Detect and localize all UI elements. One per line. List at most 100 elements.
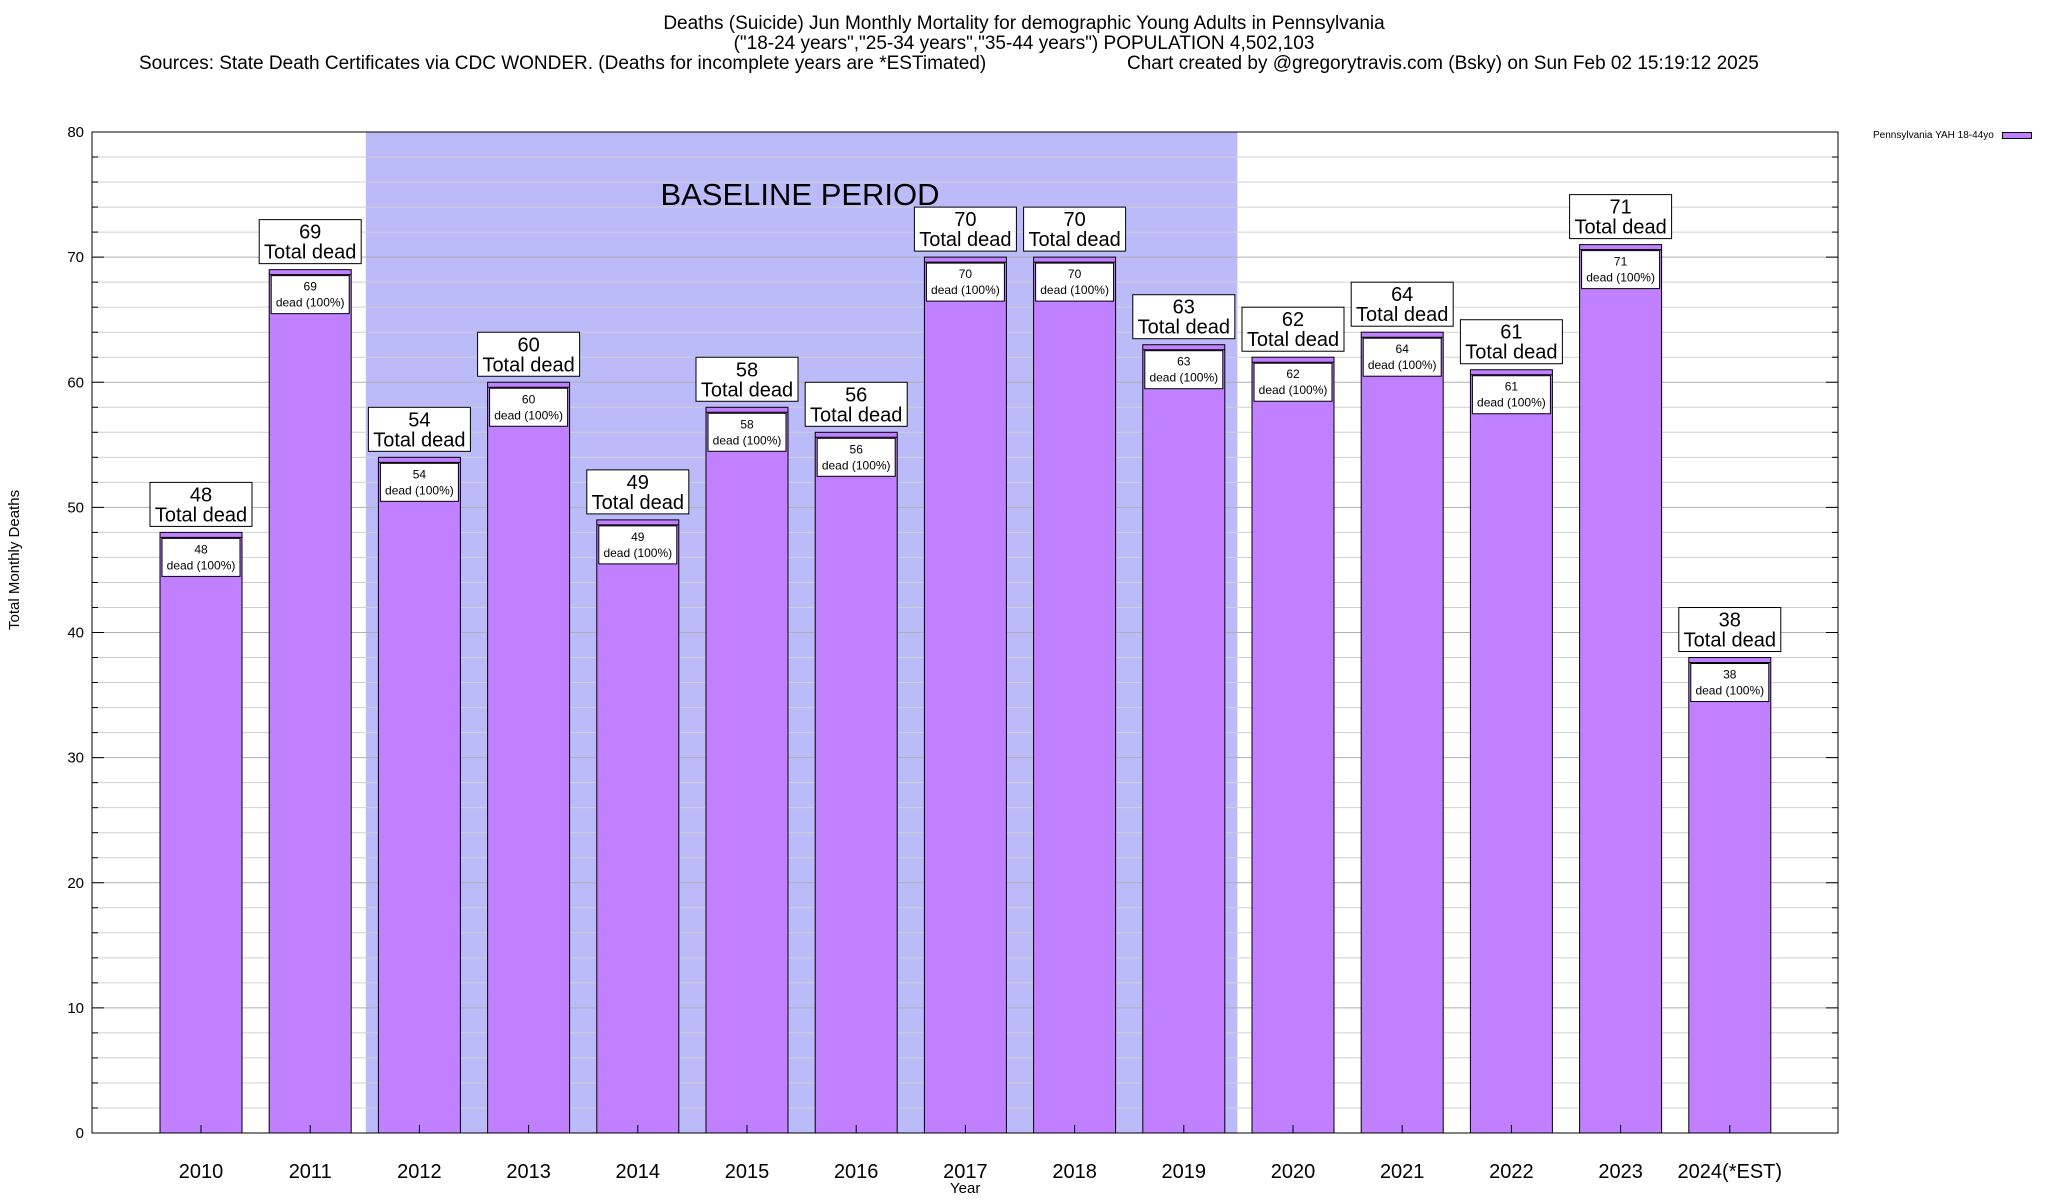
bar-total-label: Total dead [1465, 342, 1557, 364]
y-tick-label: 60 [67, 374, 84, 391]
bar-total-value: 70 [954, 209, 976, 231]
y-tick-label: 70 [67, 249, 84, 266]
y-tick-label: 40 [67, 625, 84, 642]
bar-inner-label: dead (100%) [713, 433, 782, 447]
y-tick-label: 50 [67, 499, 84, 516]
bar [1142, 344, 1226, 1134]
bar-total-label: Total dead [155, 504, 247, 526]
bar-inner-label-box [598, 525, 678, 565]
bar-total-value: 58 [736, 359, 758, 381]
bar-total-label: Total dead [1356, 304, 1448, 326]
bar [596, 519, 680, 1134]
bar-total-label: Total dead [482, 354, 574, 376]
bar-inner-label: dead (100%) [1149, 371, 1218, 385]
bar [159, 531, 243, 1134]
bar-total-label-box [149, 481, 253, 527]
bar-inner-value: 64 [1396, 342, 1410, 356]
bar-inner-value: 61 [1505, 380, 1519, 394]
bar-total-value: 60 [517, 334, 539, 356]
bar-inner-label-box [1253, 362, 1333, 402]
legend-swatch [2001, 132, 2032, 139]
bar-total-value: 49 [627, 472, 649, 494]
bar-inner-label: dead (100%) [276, 296, 345, 310]
bar-total-value: 63 [1173, 297, 1195, 319]
bar-total-label-box [804, 381, 908, 427]
bar [705, 406, 789, 1134]
x-tick-label: 2017 [943, 1161, 988, 1183]
bar-inner-value: 38 [1723, 668, 1737, 682]
bar-total-label-box [1350, 281, 1454, 327]
bar [1251, 356, 1335, 1134]
bar-total-value: 69 [299, 222, 321, 244]
bar-total-value: 38 [1719, 610, 1741, 632]
bar-inner-label-box [270, 275, 350, 315]
bar-total-label-box [1678, 607, 1782, 653]
chart-title: Deaths (Suicide) Jun Monthly Mortality f… [663, 13, 1385, 34]
x-tick-label: 2016 [834, 1161, 879, 1183]
x-tick-label: 2023 [1598, 1161, 1643, 1183]
y-tick-label: 30 [67, 750, 84, 767]
bar-total-label: Total dead [919, 229, 1011, 251]
legend-label: Pennsylvania YAH 18-44yo [1873, 130, 1994, 141]
x-tick-label: 2018 [1052, 1161, 1097, 1183]
bar [487, 381, 571, 1134]
bar-inner-value: 58 [740, 417, 754, 431]
bar-inner-label: dead (100%) [1259, 383, 1328, 397]
bar-inner-label-box [379, 462, 459, 502]
bar-total-value: 48 [190, 484, 212, 506]
chart-subtitle: ("18-24 years","25-34 years","35-44 year… [733, 33, 1315, 54]
x-tick-label: 2010 [179, 1161, 224, 1183]
x-tick-label: 2022 [1489, 1161, 1534, 1183]
bar-total-value: 64 [1391, 284, 1413, 306]
bar [1579, 244, 1663, 1134]
bar-total-label-box [477, 331, 581, 377]
bar-total-label: Total dead [373, 429, 465, 451]
bar-inner-label-box [816, 437, 896, 477]
x-tick-label: 2024(*EST) [1678, 1161, 1783, 1183]
y-tick-label: 10 [67, 1000, 84, 1017]
bar-inner-label-box [707, 412, 787, 452]
bar-inner-value: 70 [959, 267, 973, 281]
bar-inner-label-box [161, 537, 241, 577]
x-tick-label: 2019 [1162, 1161, 1207, 1183]
bar-inner-value: 49 [631, 530, 645, 544]
bar-total-label-box [1132, 294, 1236, 340]
bar-inner-value: 48 [194, 542, 208, 556]
bar-total-label: Total dead [592, 492, 684, 514]
bar-inner-label: dead (100%) [385, 483, 454, 497]
bar-inner-value: 54 [413, 467, 427, 481]
x-tick-label: 2015 [725, 1161, 770, 1183]
bar-inner-value: 62 [1286, 367, 1300, 381]
bar-total-value: 54 [408, 409, 430, 431]
bar-total-label: Total dead [810, 404, 902, 426]
bar-inner-label-box [925, 262, 1005, 302]
bar-inner-label-box [1471, 375, 1551, 415]
bar-inner-label: dead (100%) [1477, 396, 1546, 410]
bar-total-label-box [586, 469, 690, 515]
x-axis-label: Year [950, 1180, 981, 1197]
bar-total-label: Total dead [1684, 630, 1776, 652]
x-tick-label: 2013 [506, 1161, 551, 1183]
bar-total-label-box [1241, 306, 1345, 352]
bar-total-label: Total dead [1138, 317, 1230, 339]
bar-total-label-box [913, 206, 1017, 252]
bar-total-label-box [1023, 206, 1127, 252]
legend: Pennsylvania YAH 18-44yo [1873, 130, 2032, 141]
bar-total-label: Total dead [1574, 217, 1666, 239]
bar-total-label-box [695, 356, 799, 402]
bar-inner-label-box [489, 387, 569, 427]
bar-inner-label-box [1581, 250, 1661, 290]
chart-sources: Sources: State Death Certificates via CD… [139, 53, 987, 74]
bar [1688, 657, 1772, 1134]
bar [268, 269, 352, 1134]
bar-inner-value: 63 [1177, 355, 1191, 369]
bar-total-label: Total dead [1028, 229, 1120, 251]
bar-inner-label: dead (100%) [494, 408, 563, 422]
bar-inner-label: dead (100%) [1040, 283, 1109, 297]
bar-inner-label: dead (100%) [1695, 684, 1764, 698]
bar-inner-label: dead (100%) [822, 458, 891, 472]
x-tick-label: 2014 [616, 1161, 661, 1183]
bar-total-value: 61 [1500, 322, 1522, 344]
bar-inner-label-box [1690, 663, 1770, 703]
